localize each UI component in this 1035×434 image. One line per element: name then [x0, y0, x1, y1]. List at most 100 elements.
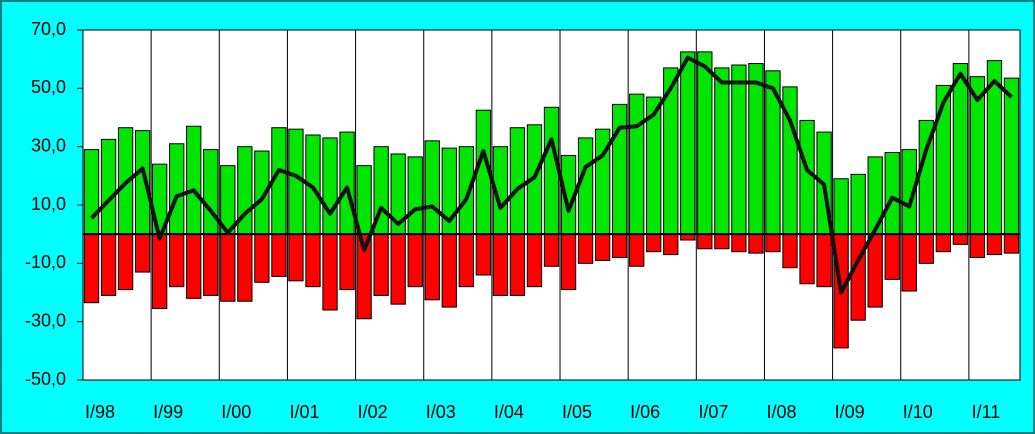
bar: [271, 233, 287, 277]
x-tick-label: I/11: [972, 402, 1001, 422]
y-tick-label: 30,0: [31, 135, 66, 155]
x-tick-label: I/07: [698, 402, 728, 422]
bar: [884, 233, 900, 280]
bar: [458, 233, 474, 288]
bar: [663, 233, 679, 256]
bar: [748, 233, 764, 254]
bar: [850, 233, 866, 321]
bar: [390, 233, 406, 305]
bar: [509, 233, 526, 296]
bar: [305, 233, 321, 288]
bar: [799, 233, 815, 285]
y-tick-label: 70,0: [31, 19, 66, 39]
y-tick-label: -10,0: [25, 252, 66, 272]
bar: [509, 127, 526, 235]
bar: [680, 51, 696, 235]
bar: [867, 233, 883, 308]
bar: [543, 233, 560, 267]
bar: [339, 233, 355, 291]
bar: [83, 233, 100, 304]
bar: [203, 233, 219, 296]
x-tick-label: I/09: [835, 402, 865, 422]
bar: [339, 131, 355, 235]
y-tick-label: -50,0: [25, 369, 66, 389]
bar: [100, 233, 117, 296]
bar: [186, 233, 202, 299]
bar: [83, 149, 100, 235]
bar: [1003, 233, 1020, 254]
y-tick-label: 10,0: [31, 194, 66, 214]
bar: [322, 233, 338, 311]
bar: [816, 233, 832, 288]
x-tick-label: I/05: [562, 402, 592, 422]
x-tick-label: I/98: [85, 402, 115, 422]
bar: [697, 51, 713, 235]
bar: [731, 64, 747, 235]
bar: [901, 233, 917, 292]
y-tick-label: -30,0: [25, 310, 66, 330]
bar: [646, 233, 662, 253]
bar: [407, 156, 423, 235]
bar: [373, 233, 389, 296]
x-tick-label: I/06: [630, 402, 660, 422]
bar: [237, 233, 253, 302]
x-tick-label: I/04: [494, 402, 524, 422]
bar: [629, 93, 645, 235]
bar: [492, 233, 509, 296]
bar: [952, 63, 969, 235]
x-tick-label: I/01: [289, 402, 319, 422]
bar: [697, 233, 713, 250]
bar: [884, 152, 900, 235]
bar: [577, 137, 594, 235]
bar: [731, 233, 747, 253]
bar: [850, 173, 866, 235]
bar: [629, 233, 645, 267]
bar: [969, 233, 986, 259]
bar: [560, 233, 577, 291]
bar: [254, 233, 270, 283]
bar: [833, 178, 849, 235]
bar: [765, 233, 781, 253]
bar: [543, 106, 560, 235]
bar: [714, 233, 730, 250]
bar: [322, 137, 338, 235]
bar: [424, 140, 440, 235]
x-tick-label: I/08: [766, 402, 796, 422]
bar: [424, 233, 440, 301]
bar: [986, 233, 1003, 256]
bar: [169, 233, 185, 288]
bar: [356, 165, 372, 235]
y-tick-label: 50,0: [31, 77, 66, 97]
bar: [220, 233, 236, 302]
bar: [782, 233, 798, 269]
bar: [577, 233, 594, 264]
bar: [152, 233, 168, 310]
bar: [117, 233, 134, 291]
bar: [935, 233, 951, 253]
bar: [611, 103, 628, 235]
bar: [952, 233, 969, 245]
bar: [407, 233, 423, 288]
x-tick-label: I/99: [153, 402, 183, 422]
x-tick-label: I/10: [903, 402, 933, 422]
line: [90, 55, 1013, 295]
bar: [594, 233, 611, 261]
x-tick-label: I/00: [221, 402, 251, 422]
bar: [611, 233, 628, 259]
bar: [203, 149, 219, 235]
bar: [134, 233, 151, 273]
bar: [186, 125, 202, 235]
bar: [169, 143, 185, 235]
bar: [526, 233, 543, 288]
bar: [288, 233, 304, 282]
bar: [1003, 77, 1020, 235]
x-tick-label: I/03: [426, 402, 456, 422]
bar: [100, 138, 117, 235]
bar: [475, 233, 492, 276]
bar: [799, 119, 815, 235]
bar: [714, 67, 730, 235]
bar: [441, 233, 457, 308]
x-tick-label: I/02: [358, 402, 388, 422]
